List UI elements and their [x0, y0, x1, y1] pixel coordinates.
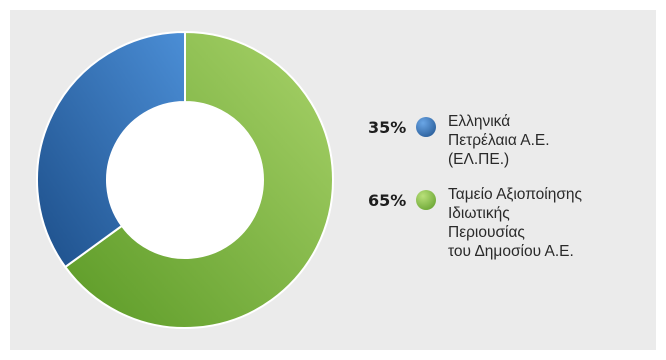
- donut-hole: [107, 102, 263, 258]
- legend-item-elpe: 35% Ελληνικά Πετρέλαια Α.Ε. (ΕΛ.ΠΕ.): [368, 112, 658, 169]
- legend-item-taiped: 65% Ταμείο Αξιοποίησης Ιδιωτικής Περιουσ…: [368, 185, 658, 261]
- slice-label-elpe: 35%: [368, 118, 407, 137]
- legend-swatch-elpe: [416, 117, 436, 137]
- legend-label-taiped: Ταμείο Αξιοποίησης Ιδιωτικής Περιουσίας …: [448, 186, 583, 260]
- legend: 35% Ελληνικά Πετρέλαια Α.Ε. (ΕΛ.ΠΕ.) 65%…: [368, 112, 658, 277]
- slice-label-taiped: 65%: [368, 191, 407, 210]
- donut-chart: [36, 30, 334, 329]
- legend-label-elpe: Ελληνικά Πετρέλαια Α.Ε. (ΕΛ.ΠΕ.): [448, 113, 550, 168]
- chart-panel: 35% Ελληνικά Πετρέλαια Α.Ε. (ΕΛ.ΠΕ.) 65%…: [10, 10, 656, 350]
- legend-swatch-taiped: [416, 190, 436, 210]
